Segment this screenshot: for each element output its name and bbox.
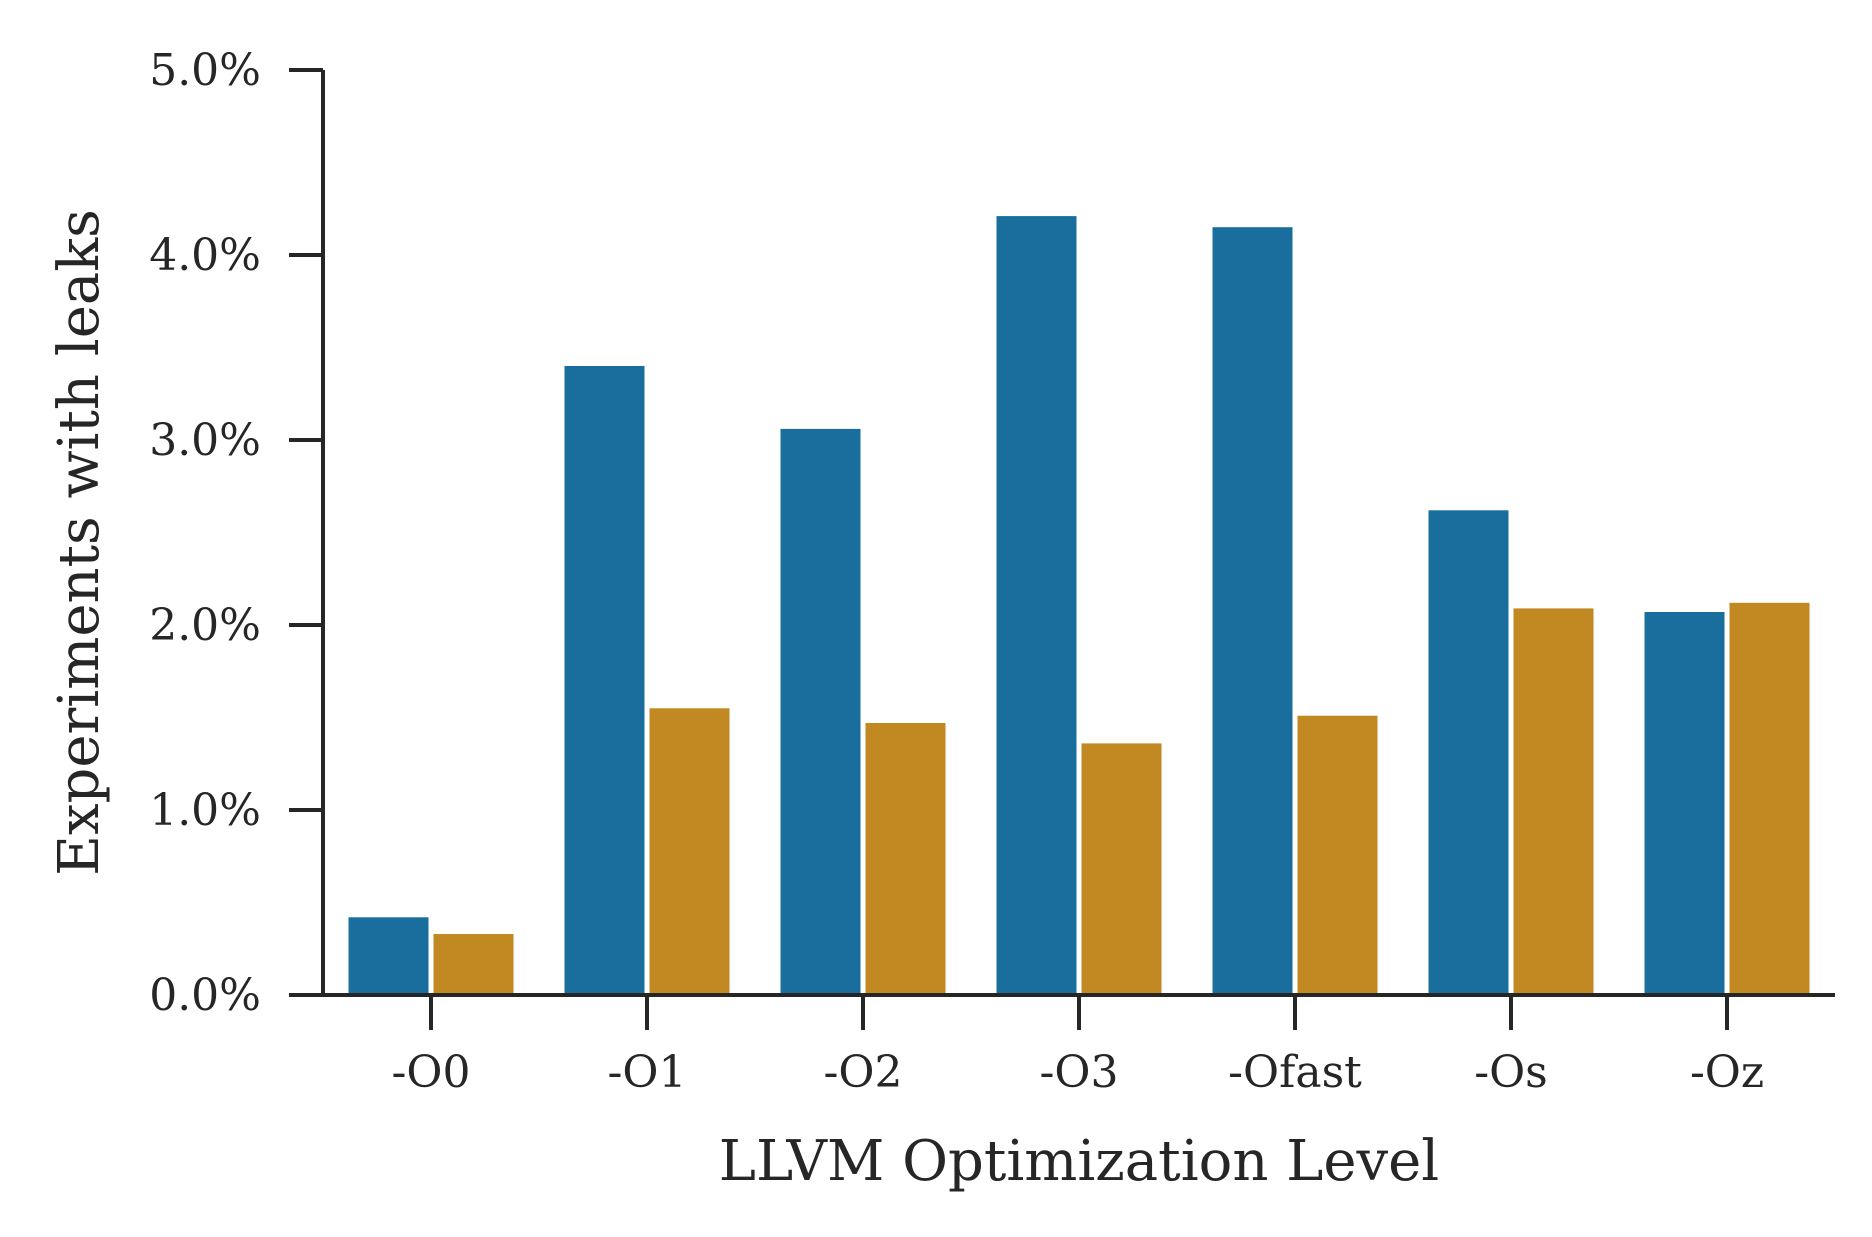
x-axis-ticks: -O0 -O1 -O2 -O3 -Ofast -Os -Oz	[392, 995, 1764, 1098]
axis-spines	[321, 70, 1835, 997]
y-axis-ticks: 0.0% 1.0% 2.0% 3.0% 4.0% 5.0%	[149, 45, 323, 1021]
x-tick-label: -O1	[608, 1047, 687, 1098]
bar-series-1-Oz	[1644, 612, 1725, 995]
y-tick-label: 2.0%	[149, 600, 261, 651]
bar-series-1-Ofast	[1212, 227, 1293, 995]
bar-series-1-O3	[996, 216, 1077, 996]
bar-series-2-Ofast	[1297, 715, 1378, 995]
x-tick-label: -Ofast	[1228, 1047, 1362, 1098]
x-tick-label: -O2	[824, 1047, 903, 1098]
y-tick-label: 0.0%	[149, 970, 261, 1021]
x-tick-label: -O0	[392, 1047, 471, 1098]
bar-series-2-Os	[1513, 608, 1594, 995]
x-tick-label: -Oz	[1690, 1047, 1764, 1098]
bar-series-1-Os	[1428, 510, 1509, 995]
bar-series-2-Oz	[1729, 602, 1810, 995]
x-tick-label: -Os	[1474, 1047, 1548, 1098]
y-tick-label: 5.0%	[149, 45, 261, 96]
y-tick-label: 3.0%	[149, 415, 261, 466]
bar-series-2-O2	[865, 723, 946, 995]
x-tick-label: -O3	[1040, 1047, 1119, 1098]
bars-layer	[348, 216, 1810, 996]
bar-series-2-O0	[433, 934, 514, 995]
bar-series-1-O0	[348, 917, 429, 995]
x-axis-title: LLVM Optimization Level	[719, 1129, 1439, 1194]
bar-series-2-O1	[649, 708, 730, 996]
y-axis-title: Experiments with leaks	[47, 209, 112, 876]
bar-series-1-O2	[780, 428, 861, 995]
bar-series-1-O1	[564, 366, 645, 995]
bar-series-2-O3	[1081, 743, 1162, 995]
y-tick-label: 4.0%	[149, 230, 261, 281]
y-tick-label: 1.0%	[149, 785, 261, 836]
